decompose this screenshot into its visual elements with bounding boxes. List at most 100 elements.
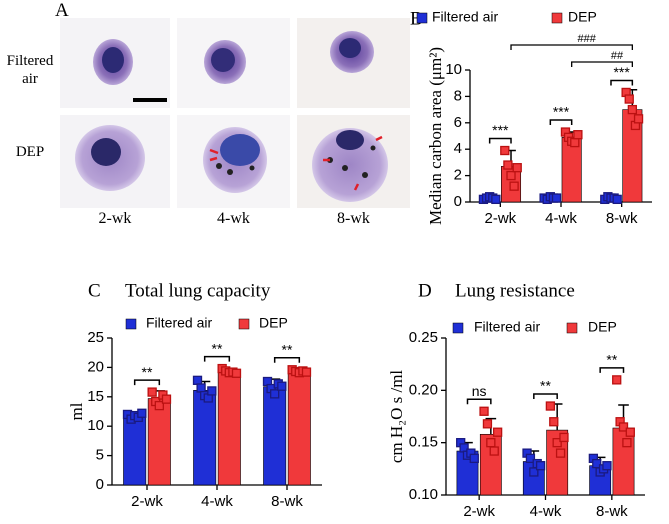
bar: [263, 386, 287, 486]
significance-label: **: [212, 340, 223, 356]
data-point: [489, 446, 499, 456]
legend-swatch: [551, 12, 563, 24]
x-tick-label: 8-wk: [596, 503, 628, 520]
significance-bracket: [599, 367, 625, 373]
significance-bracket: [510, 44, 633, 50]
bar: [147, 398, 171, 486]
significance-bracket: [571, 61, 633, 67]
x-tick-label: 4-wk: [530, 503, 562, 520]
data-point: [509, 181, 519, 191]
column-label: 2-wk: [98, 210, 132, 227]
bar: [193, 390, 217, 486]
bar: [217, 371, 241, 486]
data-point: [277, 381, 287, 391]
data-point: [506, 170, 516, 181]
y-tick-label: 10: [445, 61, 462, 78]
data-point: [469, 453, 479, 464]
y-tick-label: 6: [454, 114, 462, 131]
y-axis-label: cm H₂O s /ml: [387, 370, 406, 464]
significance-label: ***: [492, 122, 509, 138]
data-point: [625, 427, 635, 437]
data-point: [570, 137, 580, 148]
data-point: [627, 104, 637, 115]
legend-label: DEP: [259, 315, 288, 331]
bar: [287, 371, 311, 486]
column-label: 8-wk: [337, 210, 370, 227]
data-point: [612, 194, 622, 205]
legend-swatch: [238, 318, 250, 330]
y-tick-label: 5: [96, 447, 104, 464]
significance-label: ns: [472, 383, 487, 399]
data-point: [137, 408, 147, 418]
y-tick-label: 8: [454, 87, 462, 104]
data-point: [147, 387, 157, 397]
significance-bracket: [488, 137, 512, 144]
row-label: DEP: [15, 144, 45, 160]
x-tick-label: 8-wk: [271, 493, 303, 510]
x-tick-label: 2-wk: [484, 210, 516, 227]
panel-label: D: [418, 280, 432, 301]
chart-title: Lung resistance: [455, 280, 575, 301]
y-tick-label: 0: [454, 193, 462, 210]
data-point: [551, 193, 562, 203]
data-point: [270, 389, 280, 399]
x-tick-label: 4-wk: [201, 493, 233, 510]
y-tick-label: 2: [454, 167, 462, 184]
data-point: [207, 386, 217, 396]
y-axis-label: Median carbon area (μm²): [426, 47, 445, 225]
y-tick-label: 4: [454, 140, 462, 157]
y-tick-label: 10: [87, 417, 104, 434]
significance-bracket: [466, 398, 492, 405]
significance-bracket: [549, 119, 573, 126]
significance-label: **: [606, 352, 617, 368]
y-tick-label: 15: [87, 388, 104, 405]
data-point: [559, 432, 569, 443]
significance-label: **: [540, 378, 551, 394]
significance-bracket: [273, 357, 301, 363]
significance-bracket: [533, 393, 558, 400]
y-tick-label: 0.25: [409, 329, 438, 346]
micrographs: [60, 18, 410, 208]
legend-swatch: [125, 318, 137, 330]
data-point: [525, 453, 536, 464]
significance-label: **: [282, 341, 293, 357]
y-tick-label: 20: [87, 358, 104, 375]
y-tick-label: 0.20: [409, 381, 438, 398]
legend-label: Filtered air: [146, 315, 212, 331]
data-point: [479, 406, 489, 416]
data-point: [512, 163, 522, 173]
data-point: [535, 461, 546, 471]
legend-label: DEP: [588, 319, 617, 335]
panel-label: C: [88, 280, 101, 301]
data-point: [486, 438, 496, 448]
significance-bracket: [203, 355, 231, 362]
legend-label: DEP: [568, 9, 597, 25]
significance-label: ***: [553, 104, 570, 120]
legend-label: Filtered air: [432, 9, 498, 25]
x-tick-label: 2-wk: [463, 503, 495, 520]
data-point: [154, 400, 164, 411]
data-point: [503, 160, 513, 170]
y-tick-label: 0.10: [409, 486, 438, 503]
data-point: [612, 375, 622, 385]
data-point: [555, 448, 566, 458]
data-point: [545, 401, 556, 411]
panel-label: A: [55, 0, 69, 21]
significance-label: **: [142, 364, 153, 380]
legend-swatch: [566, 322, 578, 334]
significance-label: ##: [611, 50, 624, 62]
data-point: [500, 145, 510, 156]
data-point: [231, 368, 242, 378]
data-point: [301, 367, 312, 377]
legend-label: Filtered air: [474, 319, 540, 335]
bar: [123, 415, 147, 486]
y-axis-label: ml: [67, 402, 86, 420]
x-tick-label: 4-wk: [545, 210, 577, 227]
significance-bracket: [133, 379, 161, 386]
significance-bracket: [610, 79, 634, 86]
data-point: [573, 130, 583, 140]
row-label: Filtered air: [6, 53, 54, 87]
chart-title: Total lung capacity: [125, 280, 271, 301]
data-point: [552, 438, 562, 448]
